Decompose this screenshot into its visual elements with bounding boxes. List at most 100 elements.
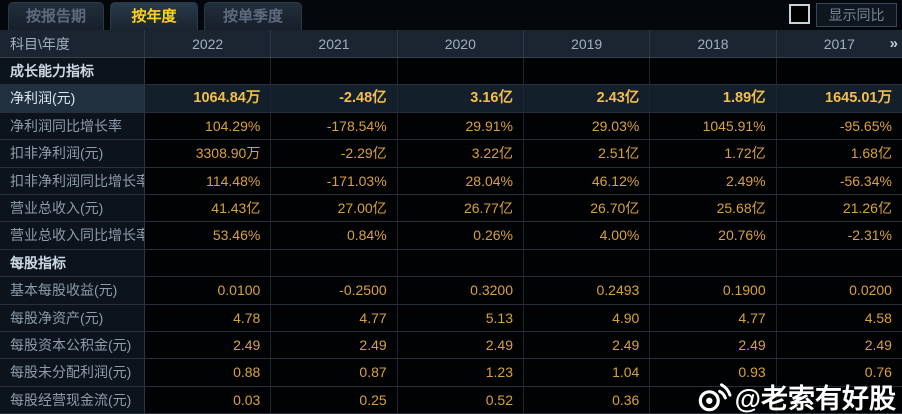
- value-cell: 0.93: [650, 359, 777, 386]
- value-cell: 4.58: [776, 304, 902, 331]
- row-label: 扣非净利润同比增长率: [0, 167, 145, 194]
- value-cell: 1.68亿: [776, 140, 902, 167]
- table-row: 每股净资产(元) 4.78 4.77 5.13 4.90 4.77 4.58: [0, 304, 902, 332]
- value-cell: 0.3200: [397, 277, 524, 304]
- tab-by-report-period[interactable]: 按报告期: [8, 2, 104, 30]
- value-cell: 2.49: [271, 331, 398, 359]
- row-label: 每股未分配利润(元): [0, 359, 145, 386]
- row-label: 营业总收入(元): [0, 194, 145, 222]
- value-cell: -2.31%: [776, 222, 902, 249]
- value-cell: 1.72亿: [650, 140, 777, 167]
- value-cell: 4.77: [650, 304, 777, 331]
- year-label: 2022: [192, 36, 224, 52]
- value-cell: [650, 386, 777, 414]
- value-cell: -0.2500: [271, 277, 398, 304]
- value-cell: -171.03%: [271, 167, 398, 194]
- row-label: 扣非净利润(元): [0, 140, 145, 167]
- table-row: 扣非净利润(元) 3308.90万 -2.29亿 3.22亿 2.51亿 1.72亿 1.6…: [0, 140, 902, 168]
- row-label: 基本每股收益(元): [0, 277, 145, 304]
- value-cell: [271, 249, 398, 277]
- value-cell: [776, 249, 902, 277]
- value-cell: 2.49: [776, 331, 902, 359]
- table-row: 每股资本公积金(元) 2.49 2.49 2.49 2.49 2.49 2.49: [0, 331, 902, 360]
- value-cell: 0.36: [523, 386, 651, 414]
- value-cell: 2.49: [397, 331, 524, 359]
- corner-header-cell: 科目\年度: [0, 30, 145, 57]
- value-cell: 4.77: [271, 304, 398, 331]
- value-cell: 0.03: [145, 386, 272, 414]
- period-tab-bar: 按报告期 按年度 按单季度 显示同比: [0, 0, 902, 30]
- value-cell: 41.43亿: [145, 194, 272, 222]
- table-row: 净利润同比增长率 104.29% -178.54% 29.91% 29.03% 1045.…: [0, 112, 902, 141]
- value-cell: 1645.01万: [776, 85, 902, 112]
- value-cell: 26.70亿: [523, 194, 651, 222]
- value-cell: [145, 58, 272, 85]
- row-label: 每股经营现金流(元): [0, 386, 145, 414]
- value-cell: 0.2493: [523, 277, 651, 304]
- financial-indicators-table: 科目\年度 2022 2021 2020 2019 2018 2017 » 成长能力指标 净利…: [0, 30, 902, 414]
- value-cell: [397, 249, 524, 277]
- value-cell: 1.23: [397, 359, 524, 386]
- year-column-header: 2018: [650, 30, 777, 57]
- value-cell: [650, 58, 777, 85]
- show-yoy-button[interactable]: 显示同比: [816, 3, 897, 27]
- value-cell: [397, 58, 524, 85]
- value-cell: -56.34%: [776, 167, 902, 194]
- year-column-header: 2019: [524, 30, 651, 57]
- tab-by-quarter[interactable]: 按单季度: [204, 2, 302, 30]
- table-row: 基本每股收益(元) 0.0100 -0.2500 0.3200 0.2493 0.1900…: [0, 277, 902, 305]
- tab-by-year[interactable]: 按年度: [110, 2, 198, 30]
- value-cell: 2.43亿: [523, 85, 651, 112]
- value-cell: 0.52: [397, 386, 524, 414]
- show-yoy-checkbox[interactable]: [789, 4, 810, 24]
- value-cell: [776, 58, 902, 85]
- value-cell: 2.49%: [650, 167, 777, 194]
- value-cell: 3.22亿: [397, 140, 524, 167]
- year-column-header: 2017 »: [777, 30, 902, 57]
- value-cell: 4.00%: [523, 222, 651, 249]
- value-cell: 27.00亿: [271, 194, 398, 222]
- table-row: 营业总收入(元) 41.43亿 27.00亿 26.77亿 26.70亿 25.68亿 21…: [0, 194, 902, 223]
- year-label: 2018: [697, 36, 729, 52]
- table-row: 扣非净利润同比增长率 114.48% -171.03% 28.04% 46.12% 2.4…: [0, 167, 902, 195]
- year-label: 2019: [571, 36, 603, 52]
- year-column-header: 2020: [398, 30, 524, 57]
- value-cell: 26.77亿: [397, 194, 524, 222]
- value-cell: 20.76%: [650, 222, 777, 249]
- row-label: 净利润(元): [0, 85, 145, 112]
- value-cell: 1.04: [523, 359, 651, 386]
- value-cell: 29.03%: [523, 112, 651, 140]
- value-cell: 29.91%: [397, 112, 524, 140]
- value-cell: -95.65%: [776, 112, 902, 140]
- value-cell: 0.88: [145, 359, 272, 386]
- table-body: 成长能力指标 净利润(元) 1064.84万 -2.48亿 3.16亿 2.43亿 1.89…: [0, 58, 902, 414]
- value-cell: -2.29亿: [271, 140, 398, 167]
- value-cell: 2.49: [523, 331, 651, 359]
- table-row: 营业总收入同比增长率 53.46% 0.84% 0.26% 4.00% 20.76% -2.…: [0, 222, 902, 250]
- value-cell: 4.90: [523, 304, 651, 331]
- year-label: 2017: [823, 36, 855, 52]
- value-cell: 0.26%: [397, 222, 524, 249]
- value-cell: 0.76: [776, 359, 902, 386]
- table-row: 每股经营现金流(元) 0.03 0.25 0.52 0.36: [0, 386, 902, 414]
- value-cell: -178.54%: [271, 112, 398, 140]
- value-cell: 2.49: [650, 331, 777, 359]
- value-cell: 46.12%: [523, 167, 651, 194]
- value-cell: 1064.84万: [145, 85, 272, 112]
- table-row: 净利润(元) 1064.84万 -2.48亿 3.16亿 2.43亿 1.89亿 1645.…: [0, 85, 902, 113]
- value-cell: 2.49: [145, 331, 272, 359]
- value-cell: 0.0200: [776, 277, 902, 304]
- value-cell: 3308.90万: [145, 140, 272, 167]
- row-label: 每股指标: [0, 249, 145, 277]
- value-cell: [271, 58, 398, 85]
- more-columns-chevron-icon[interactable]: »: [889, 35, 898, 52]
- value-cell: [523, 249, 651, 277]
- value-cell: [650, 249, 777, 277]
- row-label: 每股净资产(元): [0, 304, 145, 331]
- value-cell: 0.84%: [271, 222, 398, 249]
- section-header-row: 成长能力指标: [0, 58, 902, 86]
- value-cell: 4.78: [145, 304, 272, 331]
- row-label: 营业总收入同比增长率: [0, 222, 145, 249]
- table-row: 每股未分配利润(元) 0.88 0.87 1.23 1.04 0.93 0.76: [0, 359, 902, 387]
- value-cell: 104.29%: [145, 112, 272, 140]
